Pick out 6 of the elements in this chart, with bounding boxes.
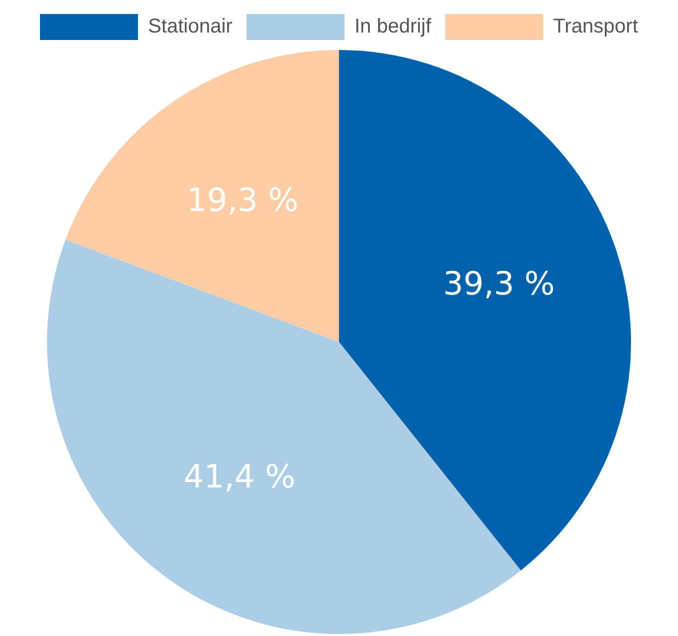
data-label: 41,4 %	[184, 457, 296, 496]
data-label: 19,3 %	[186, 181, 298, 220]
legend-label: In bedrijf	[354, 16, 432, 38]
legend-label: Transport	[553, 16, 638, 38]
legend-label: Stationair	[148, 16, 233, 38]
data-label: 39,3 %	[442, 264, 555, 302]
